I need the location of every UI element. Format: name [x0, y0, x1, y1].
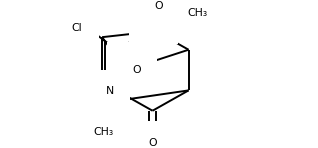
- Text: CH₃: CH₃: [93, 127, 113, 137]
- Text: Cl: Cl: [72, 22, 82, 33]
- Text: CH₃: CH₃: [187, 8, 207, 18]
- Text: S: S: [123, 58, 130, 68]
- Text: O: O: [154, 1, 163, 11]
- Text: O: O: [148, 137, 157, 148]
- Text: N: N: [106, 86, 114, 96]
- Text: NH: NH: [145, 18, 162, 28]
- Text: O: O: [132, 65, 141, 75]
